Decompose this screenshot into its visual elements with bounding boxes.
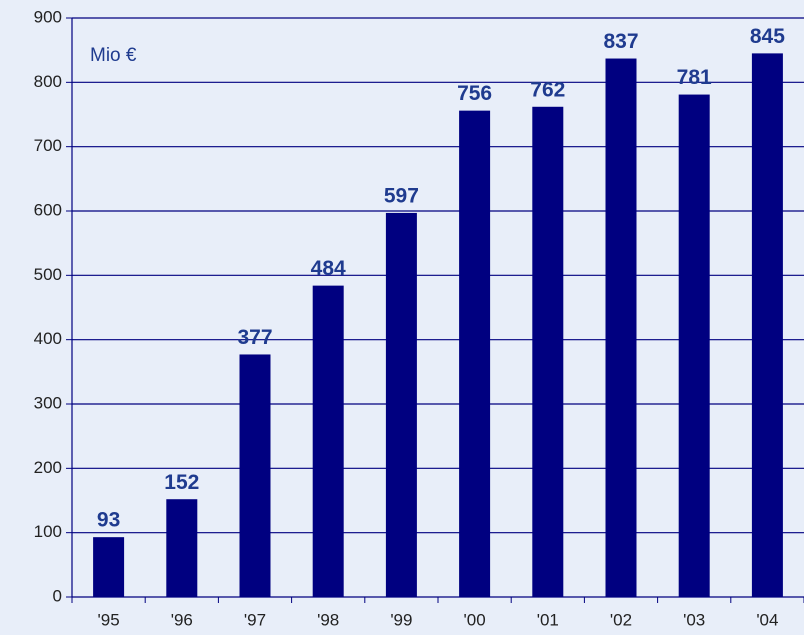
bar	[239, 354, 271, 597]
x-tick-label: '03	[683, 610, 705, 629]
data-label: 377	[237, 326, 272, 349]
data-label: 93	[97, 509, 120, 532]
bar	[605, 58, 637, 597]
data-label: 845	[750, 25, 785, 48]
y-tick-label: 800	[34, 72, 62, 91]
x-tick-label: '99	[390, 610, 412, 629]
x-tick-label: '01	[537, 610, 559, 629]
x-tick-label: '96	[171, 610, 193, 629]
y-tick-label: 100	[34, 522, 62, 541]
bar	[678, 94, 710, 597]
bar	[459, 110, 491, 597]
data-label: 484	[311, 257, 346, 280]
data-label: 756	[457, 82, 492, 105]
y-tick-label: 700	[34, 136, 62, 155]
data-label: 597	[384, 184, 419, 207]
y-tick-label: 500	[34, 265, 62, 284]
data-label: 152	[164, 471, 199, 494]
x-tick-label: '95	[98, 610, 120, 629]
x-tick-label: '00	[464, 610, 486, 629]
bar	[93, 537, 125, 597]
data-label: 762	[530, 78, 565, 101]
bar	[166, 499, 198, 597]
y-tick-label: 400	[34, 329, 62, 348]
data-label: 837	[603, 30, 638, 53]
bar	[385, 212, 417, 597]
x-tick-label: '04	[756, 610, 778, 629]
bar	[312, 285, 344, 597]
y-tick-label: 200	[34, 458, 62, 477]
data-label: 781	[677, 66, 712, 89]
unit-annotation: Mio €	[90, 45, 137, 66]
x-tick-label: '97	[244, 610, 266, 629]
x-tick-label: '98	[317, 610, 339, 629]
y-tick-label: 0	[53, 586, 62, 605]
bar	[532, 106, 564, 597]
y-tick-label: 300	[34, 393, 62, 412]
y-tick-label: 900	[34, 7, 62, 26]
y-tick-label: 600	[34, 200, 62, 219]
x-tick-label: '02	[610, 610, 632, 629]
bar	[751, 53, 783, 597]
